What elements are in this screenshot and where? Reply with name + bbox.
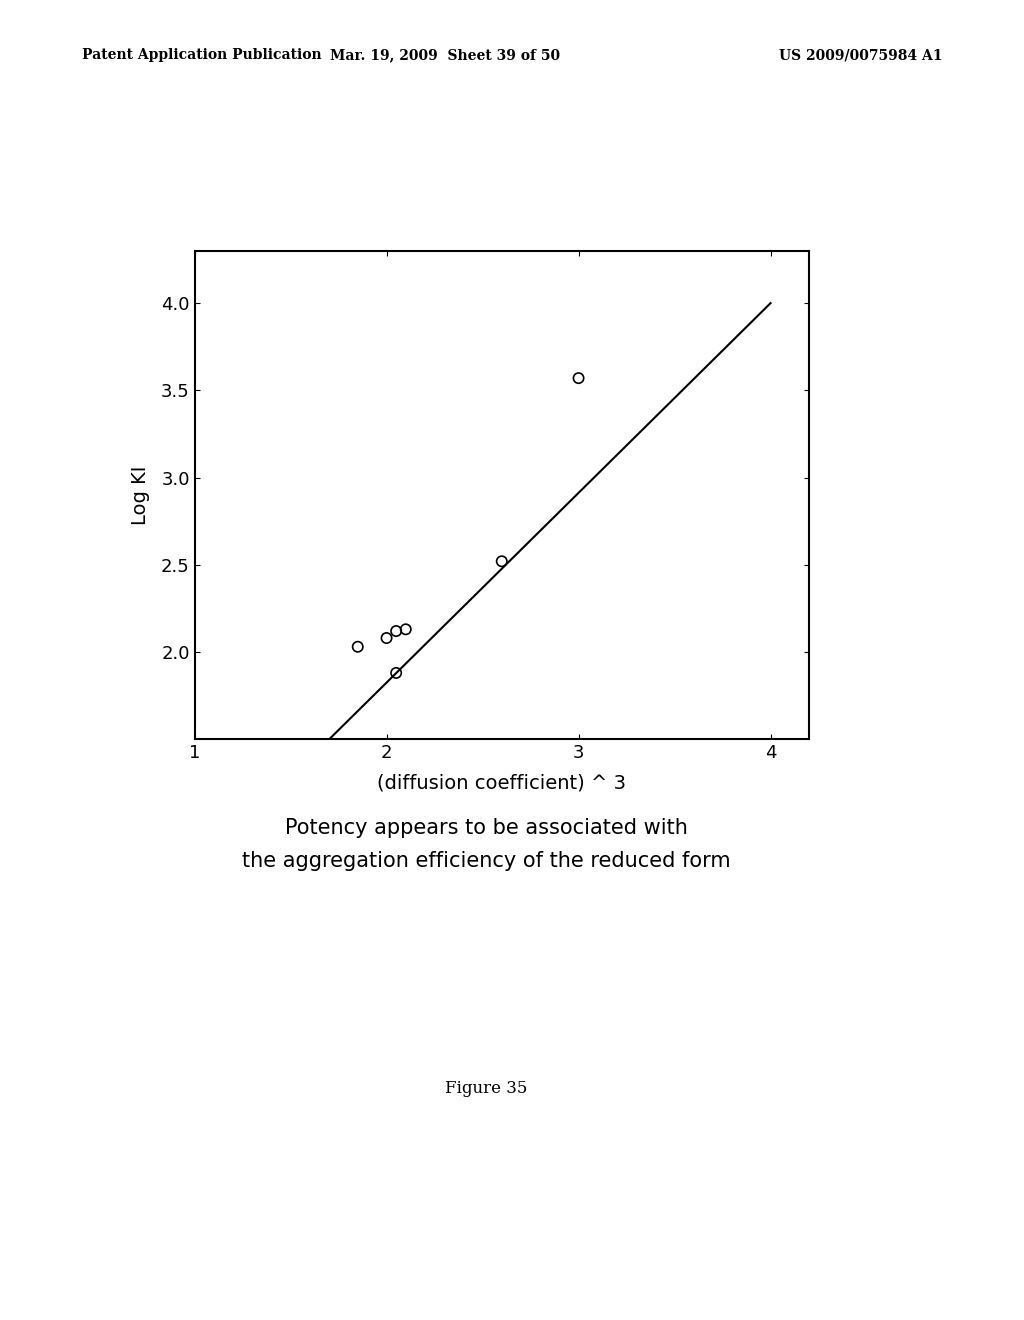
Y-axis label: Log KI: Log KI: [131, 466, 150, 524]
Text: the aggregation efficiency of the reduced form: the aggregation efficiency of the reduce…: [242, 851, 731, 871]
Text: US 2009/0075984 A1: US 2009/0075984 A1: [778, 49, 942, 62]
Text: Patent Application Publication: Patent Application Publication: [82, 49, 322, 62]
Point: [349, 636, 366, 657]
Point: [388, 663, 404, 684]
Point: [388, 620, 404, 642]
Point: [397, 619, 414, 640]
Point: [494, 550, 510, 572]
Point: [379, 627, 395, 648]
X-axis label: (diffusion coefficient) ^ 3: (diffusion coefficient) ^ 3: [377, 774, 627, 792]
Point: [570, 367, 587, 388]
Text: Mar. 19, 2009  Sheet 39 of 50: Mar. 19, 2009 Sheet 39 of 50: [331, 49, 560, 62]
Text: Potency appears to be associated with: Potency appears to be associated with: [285, 818, 688, 838]
Text: Figure 35: Figure 35: [445, 1080, 527, 1097]
